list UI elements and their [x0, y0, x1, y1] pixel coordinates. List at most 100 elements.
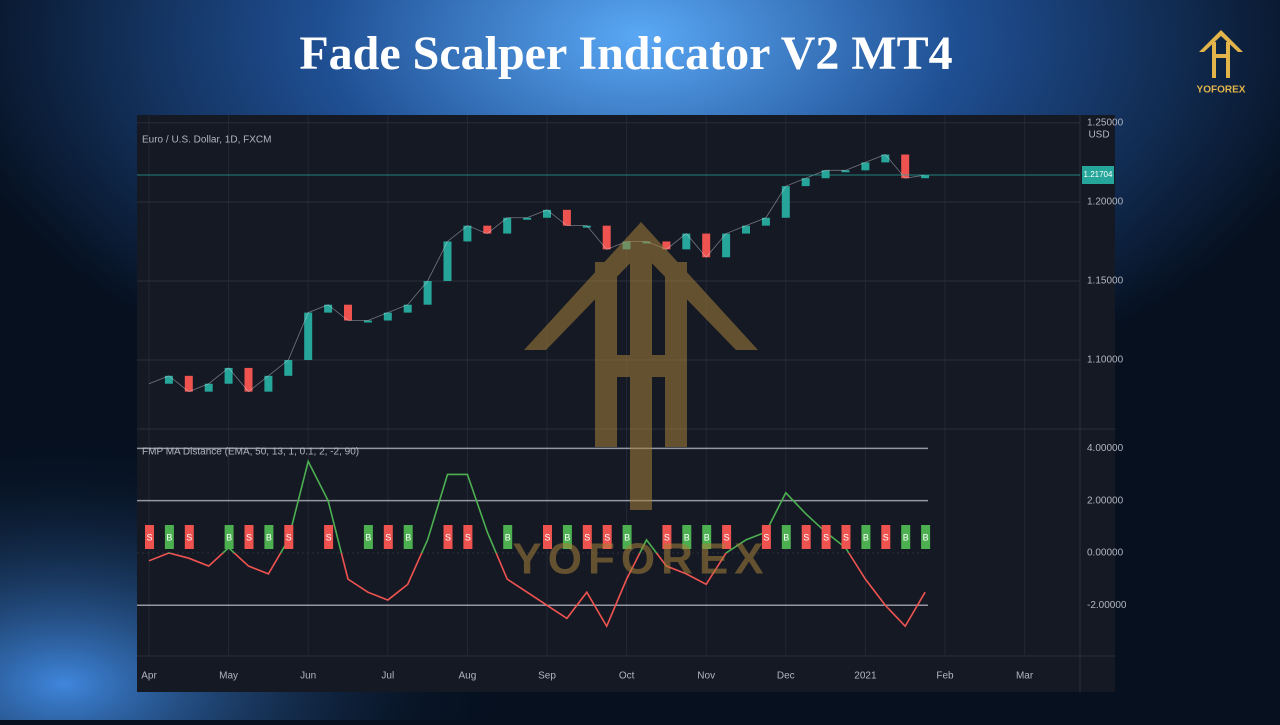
candle	[284, 360, 293, 376]
candle	[523, 217, 532, 220]
signal-box	[682, 525, 692, 549]
signal-label: S	[823, 532, 829, 542]
candle	[383, 312, 392, 321]
candle	[304, 312, 313, 361]
signal-box	[801, 525, 811, 549]
pane-title: Euro / U.S. Dollar, 1D, FXCM	[142, 135, 271, 146]
candle	[403, 304, 412, 313]
y-tick-label: 1.25000	[1087, 118, 1124, 129]
signal-box	[722, 525, 732, 549]
candle	[722, 233, 731, 258]
signal-box	[164, 525, 174, 549]
signal-box	[702, 525, 712, 549]
x-tick-label: Aug	[459, 671, 477, 682]
x-tick-label: Dec	[777, 671, 795, 682]
candle	[164, 375, 173, 384]
signal-box	[363, 525, 373, 549]
candle	[602, 225, 611, 250]
candle	[543, 209, 551, 218]
candle	[344, 304, 352, 321]
signal-label: B	[923, 532, 929, 542]
signal-box	[901, 525, 911, 549]
indicator-line	[148, 459, 926, 629]
signal-label: S	[465, 532, 471, 542]
signal-label: S	[445, 532, 451, 542]
candle	[423, 280, 432, 305]
signal-label: S	[326, 532, 332, 542]
pane-title: FMP MA Distance (EMA, 50, 13, 1, 0.1, 2,…	[142, 447, 359, 458]
y-tick-label: 1.10000	[1087, 355, 1124, 366]
candle	[264, 375, 273, 392]
x-tick-label: May	[219, 671, 238, 682]
candle	[503, 217, 512, 234]
candle	[324, 304, 333, 313]
signal-label: B	[863, 532, 869, 542]
x-tick-label: Oct	[619, 671, 635, 682]
signal-label: B	[266, 532, 272, 542]
y-tick-label: 1.20000	[1087, 197, 1124, 208]
signal-box	[861, 525, 871, 549]
candle	[363, 320, 372, 323]
candle	[483, 225, 492, 234]
x-tick-label: 2021	[854, 671, 877, 682]
x-tick-label: Jul	[381, 671, 394, 682]
logo-text: YOFOREX	[1197, 85, 1246, 96]
signal-label: S	[584, 532, 590, 542]
candle	[861, 162, 870, 171]
candle	[463, 225, 472, 242]
signal-label: B	[505, 532, 511, 542]
signal-label: S	[246, 532, 252, 542]
price-line	[148, 154, 926, 393]
signal-label: S	[544, 532, 550, 542]
x-tick-label: Apr	[141, 671, 157, 682]
candle	[224, 367, 233, 384]
signal-label: S	[763, 532, 769, 542]
signal-label: B	[405, 532, 411, 542]
x-tick-label: Jun	[300, 671, 316, 682]
signal-label: B	[704, 532, 710, 542]
signal-box	[602, 525, 612, 549]
signal-label: S	[843, 532, 849, 542]
candle	[921, 175, 930, 179]
signal-box	[821, 525, 831, 549]
signal-box	[145, 525, 154, 549]
signal-box	[622, 525, 632, 549]
candle	[781, 186, 790, 218]
signal-label: B	[903, 532, 909, 542]
candle	[901, 154, 910, 179]
plot-area: Apr May Jun Jul Aug Sep Oct Nov Dec 2021 Feb Mar 1.1…	[137, 115, 1127, 692]
signal-label: S	[604, 532, 610, 542]
x-tick-label: Sep	[538, 671, 556, 682]
signal-box	[921, 525, 931, 549]
signal-box	[383, 525, 393, 549]
signal-label: B	[166, 532, 172, 542]
candle	[881, 154, 890, 163]
candle	[562, 209, 571, 226]
y-tick-label: 4.00000	[1087, 443, 1124, 454]
signal-label: S	[883, 532, 889, 542]
y-tick-label: -2.00000	[1087, 600, 1127, 611]
signal-label: B	[564, 532, 570, 542]
candle	[702, 233, 711, 258]
candle	[184, 375, 193, 392]
signal-box	[324, 525, 334, 549]
signal-label: S	[286, 532, 292, 542]
signal-box	[443, 525, 453, 549]
signal-box	[662, 525, 672, 549]
signal-label: S	[186, 532, 192, 542]
signal-label: S	[664, 532, 670, 542]
signal-box	[403, 525, 413, 549]
signal-box	[562, 525, 572, 549]
signal-label: S	[146, 532, 152, 542]
signal-label: B	[624, 532, 630, 542]
logo: YOFOREX	[1197, 30, 1246, 96]
candle	[443, 241, 452, 281]
y-tick-label: 0.00000	[1087, 548, 1124, 559]
signal-label: S	[385, 532, 391, 542]
x-tick-label: Mar	[1016, 671, 1034, 682]
signal-label: B	[226, 532, 232, 542]
signal-box	[264, 525, 274, 549]
signal-box	[761, 525, 771, 549]
candle	[821, 170, 830, 179]
